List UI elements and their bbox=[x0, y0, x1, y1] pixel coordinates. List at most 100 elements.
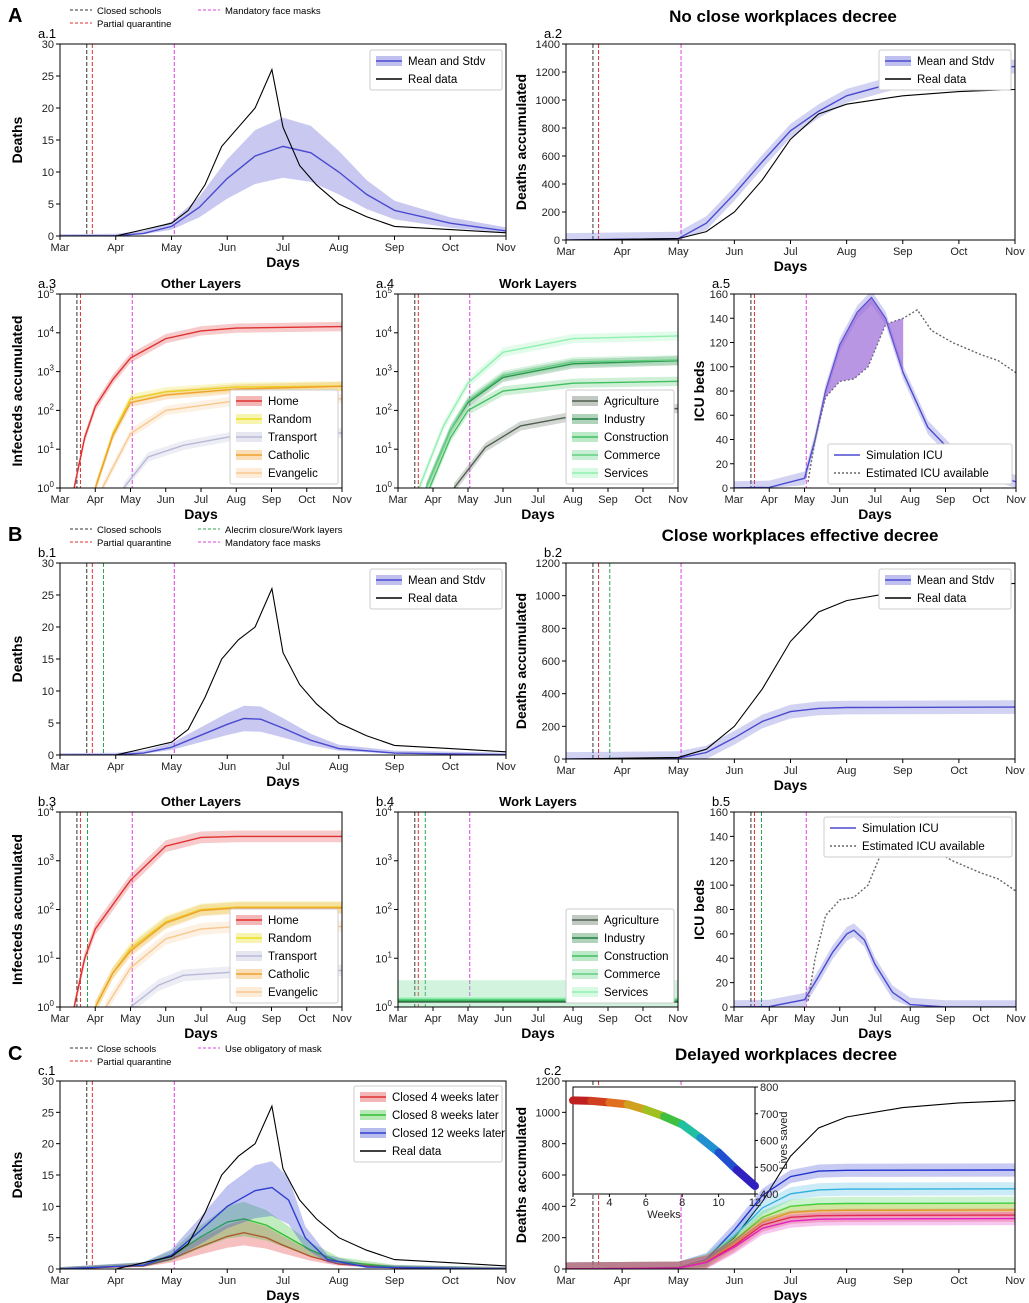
x-tick-label: Sep bbox=[262, 494, 282, 506]
y-tick-label: 0 bbox=[722, 483, 728, 495]
x-tick-label: Jul bbox=[276, 761, 290, 773]
legend-label: Construction bbox=[604, 432, 669, 444]
events-legend-c: Close schools Partial quarantine Use oblig… bbox=[70, 1044, 322, 1068]
series-band bbox=[566, 700, 1015, 759]
events-legend-label: Partial quarantine bbox=[97, 19, 171, 30]
x-tick-label: Jun bbox=[831, 1013, 849, 1025]
event-lines bbox=[86, 563, 175, 755]
y-tick-exponent: 1 bbox=[388, 441, 393, 450]
y-tick-exponent: 4 bbox=[50, 325, 55, 334]
subplot-title: Work Layers bbox=[499, 276, 577, 291]
inset-y-tick-label: 800 bbox=[760, 1082, 778, 1094]
y-tick-exponent: 0 bbox=[50, 999, 55, 1008]
y-tick-label: 160 bbox=[710, 289, 728, 301]
x-tick-label: Sep bbox=[598, 1013, 618, 1025]
x-tick-label: Oct bbox=[634, 494, 651, 506]
series-line-closed-4-weeks-later bbox=[60, 1231, 506, 1269]
subplot-title: Other Layers bbox=[161, 794, 241, 809]
event-lines bbox=[76, 294, 133, 488]
x-tick-label: Apr bbox=[107, 761, 124, 773]
y-tick-exponent: 4 bbox=[388, 804, 393, 813]
x-tick-label: Mar bbox=[51, 1275, 70, 1287]
legend-box bbox=[878, 49, 1012, 91]
y-tick-label: 600 bbox=[542, 151, 560, 163]
series-band bbox=[566, 1212, 1015, 1269]
y-tick-label: 120 bbox=[710, 856, 728, 868]
y-tick-label: 600 bbox=[542, 656, 560, 668]
legend-box bbox=[369, 49, 503, 91]
x-tick-label: Aug bbox=[563, 494, 583, 506]
x-tick-label: Mar bbox=[725, 494, 744, 506]
inset-y-tick-label: 700 bbox=[760, 1109, 778, 1121]
x-tick-label: Mar bbox=[51, 242, 70, 254]
y-tick-label: 40 bbox=[716, 435, 728, 447]
series-band bbox=[426, 356, 678, 488]
y-tick-label: 80 bbox=[716, 386, 728, 398]
events-legend-label: Closed schools bbox=[97, 6, 162, 17]
icu-excess-area bbox=[815, 297, 904, 440]
series-line-catholic bbox=[94, 385, 342, 488]
x-tick-label: Aug bbox=[900, 494, 920, 506]
x-axis-label: Days bbox=[521, 1025, 555, 1041]
event-lines bbox=[414, 294, 471, 488]
events-legend-label: Use obligatory of mask bbox=[225, 1044, 322, 1055]
y-tick-label: 0 bbox=[554, 754, 560, 766]
x-tick-label: Jul bbox=[194, 1013, 208, 1025]
panel-id: a.4 bbox=[376, 276, 394, 291]
y-axis-label: Deaths bbox=[9, 1151, 25, 1198]
series-layer bbox=[60, 586, 506, 755]
x-tick-label: May bbox=[458, 494, 479, 506]
section-a: A No close workplaces decree bbox=[8, 5, 897, 27]
y-tick-exponent: 1 bbox=[388, 950, 393, 959]
legend-box bbox=[565, 389, 675, 485]
x-tick-label: Mar bbox=[725, 1013, 744, 1025]
x-tick-label: Mar bbox=[51, 494, 70, 506]
x-tick-label: Mar bbox=[557, 765, 576, 777]
y-tick-label: 1200 bbox=[536, 558, 560, 570]
x-tick-label: Aug bbox=[329, 242, 349, 254]
y-axis-label: Deaths accumulated bbox=[513, 593, 529, 729]
plot-a-3: Mar Apr May Jun Jul Aug Sep Oct NovDays100101102… bbox=[9, 276, 352, 522]
y-tick-label: 1200 bbox=[536, 1076, 560, 1088]
x-tick-label: Sep bbox=[893, 1275, 913, 1287]
x-tick-label: Nov bbox=[496, 242, 516, 254]
y-axis-label: Deaths bbox=[9, 116, 25, 163]
x-tick-label: May bbox=[120, 494, 141, 506]
x-tick-label: May bbox=[458, 1013, 479, 1025]
y-tick-label: 140 bbox=[710, 831, 728, 843]
y-tick-exponent: 4 bbox=[50, 804, 55, 813]
events-legend-b: Closed schools Partial quarantine Alecrim … bbox=[70, 525, 343, 549]
event-lines bbox=[76, 812, 133, 1007]
x-tick-label: Apr bbox=[424, 494, 441, 506]
y-tick-label: 20 bbox=[42, 622, 54, 634]
legend-label: Catholic bbox=[268, 969, 310, 981]
x-tick-label: Sep bbox=[893, 765, 913, 777]
x-tick-label: Jul bbox=[783, 1275, 797, 1287]
legend-label: Industry bbox=[604, 933, 645, 945]
y-tick-label: 10 bbox=[42, 686, 54, 698]
x-tick-label: Mar bbox=[389, 1013, 408, 1025]
y-tick-label: 60 bbox=[716, 410, 728, 422]
panel-id: b.5 bbox=[712, 794, 730, 809]
x-tick-label: May bbox=[161, 761, 182, 773]
series-band bbox=[426, 355, 678, 488]
legend-label: Commerce bbox=[604, 450, 660, 462]
y-tick-label: 30 bbox=[42, 1076, 54, 1088]
series-layer bbox=[60, 1104, 506, 1269]
y-tick-label: 20 bbox=[716, 978, 728, 990]
y-tick-label: 100 bbox=[37, 480, 54, 495]
x-tick-label: Jul bbox=[276, 1275, 290, 1287]
x-tick-label: Jun bbox=[494, 1013, 512, 1025]
inset-y-label: Lives saved bbox=[778, 1111, 790, 1169]
y-axis-label: Deaths accumulated bbox=[513, 1107, 529, 1243]
legend-label: Construction bbox=[604, 951, 669, 963]
x-axis-label: Days bbox=[774, 777, 808, 793]
x-tick-label: Sep bbox=[936, 494, 956, 506]
x-axis-label: Days bbox=[858, 1025, 892, 1041]
y-tick-label: 800 bbox=[542, 1139, 560, 1151]
legend: Closed 4 weeks later Closed 8 weeks later… bbox=[353, 1085, 505, 1163]
y-tick-label: 1000 bbox=[536, 95, 560, 107]
y-tick-label: 100 bbox=[375, 999, 392, 1014]
x-tick-label: Sep bbox=[385, 242, 405, 254]
x-tick-label: Jun bbox=[218, 761, 236, 773]
